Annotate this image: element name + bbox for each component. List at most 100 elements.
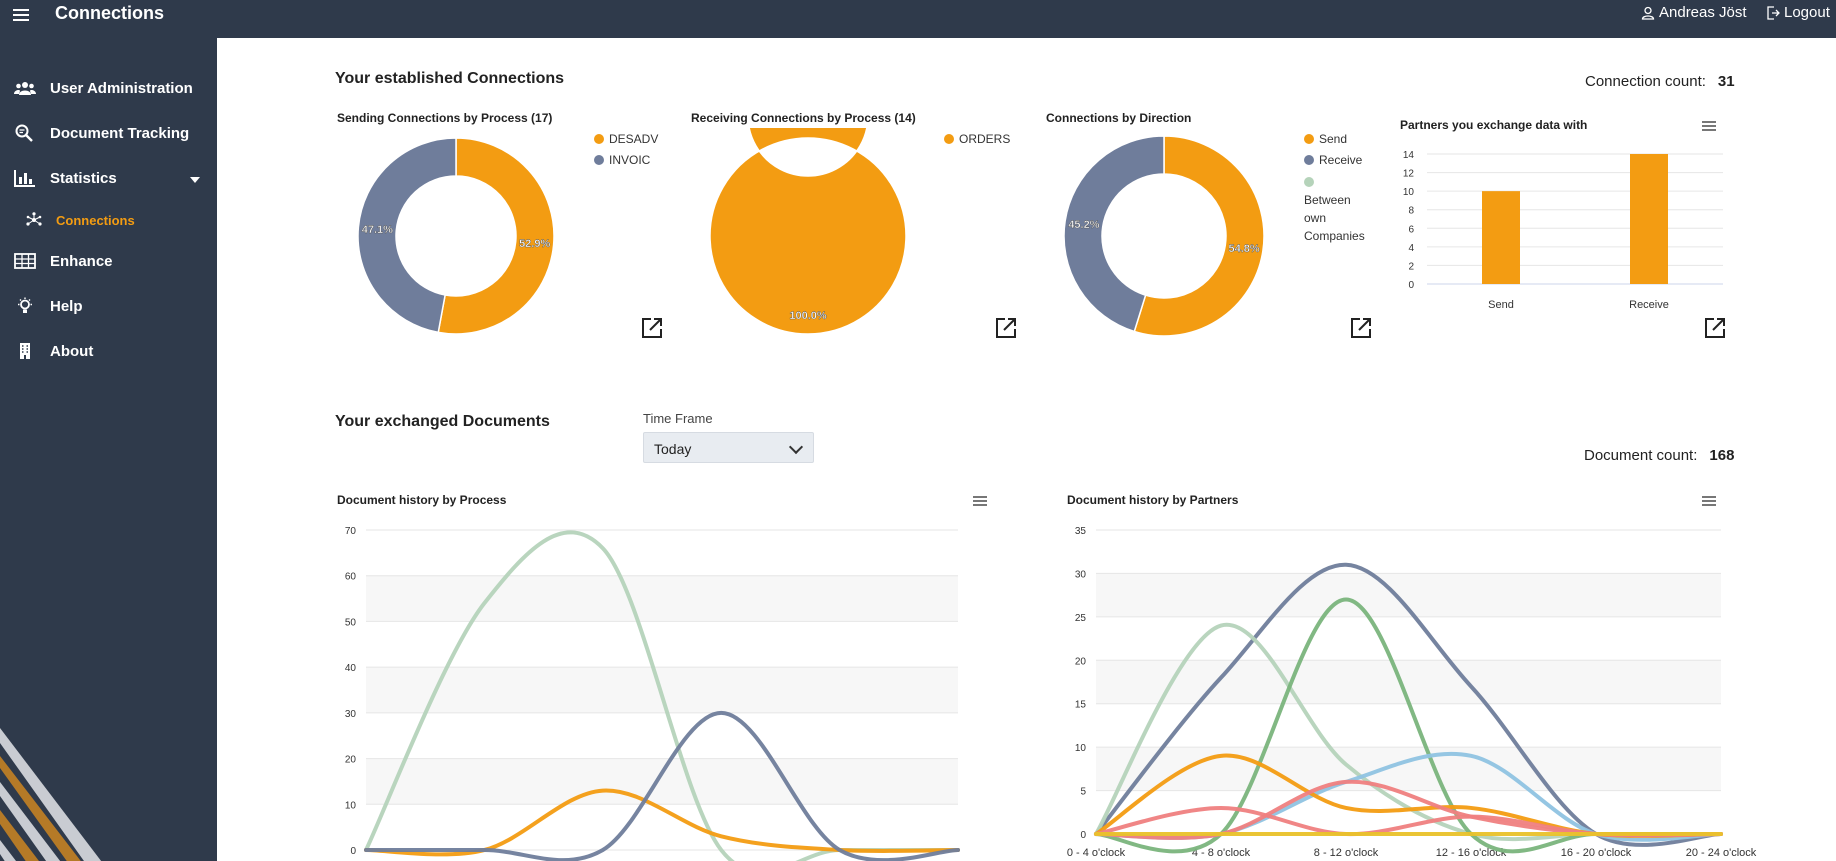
sidebar-item-enhance[interactable]: Enhance (14, 252, 113, 270)
timeframe-label: Time Frame (643, 411, 713, 426)
connection-count-label: Connection count: (1585, 73, 1706, 90)
plot-band (1096, 747, 1721, 791)
sidebar: User Administration Document Tracking St… (0, 38, 217, 861)
y-tick-label: 4 (1408, 243, 1414, 254)
direction-legend: Send Receive Between own Companies (1304, 129, 1365, 245)
open-external-icon[interactable] (640, 316, 664, 340)
legend-item-between-own-companies[interactable]: Between own Companies (1304, 171, 1365, 245)
open-external-icon[interactable] (1703, 316, 1727, 340)
series-line-7[interactable] (1094, 805, 1723, 838)
partners-title: Partners you exchange data with (1400, 118, 1588, 132)
y-tick-label: 40 (345, 663, 357, 674)
y-tick-label: 60 (345, 572, 357, 583)
top-bar: Connections Andreas Jöst Logout (0, 0, 1836, 38)
legend-item-orders[interactable]: ORDERS (944, 129, 1010, 150)
receiving-legend: ORDERS (944, 129, 1010, 150)
series-line-3[interactable] (1094, 597, 1723, 854)
y-tick-label: 10 (1075, 743, 1087, 754)
sidebar-item-label: Document Tracking (50, 124, 190, 142)
chevron-down-icon[interactable] (190, 177, 200, 183)
document-search-icon (15, 124, 33, 142)
sidebar-item-statistics[interactable]: Statistics (14, 169, 117, 187)
pie-data-label: 47.1% (362, 224, 393, 236)
bar-receive[interactable] (1630, 154, 1668, 284)
y-tick-label: 5 (1080, 787, 1086, 798)
y-tick-label: 30 (345, 709, 357, 720)
sidebar-item-help[interactable]: Help (14, 297, 83, 315)
open-external-icon[interactable] (994, 316, 1018, 340)
y-tick-label: 12 (1403, 169, 1415, 180)
pie-slice-orders[interactable] (709, 128, 907, 335)
sidebar-item-label: About (50, 342, 94, 360)
pie-slice-send[interactable] (1133, 135, 1265, 337)
sidebar-item-label: Statistics (50, 169, 117, 187)
decorative-stripes (0, 728, 102, 861)
series-line-3[interactable] (364, 710, 960, 861)
legend-label: Between own Companies (1304, 193, 1365, 243)
timeframe-select[interactable]: Today (643, 432, 814, 463)
sidebar-item-connections[interactable]: Connections (26, 212, 135, 228)
plot-band (366, 575, 958, 622)
x-tick-label: 20 - 24 o'clock (1686, 847, 1757, 859)
pie-slice-receive[interactable] (1063, 135, 1165, 333)
legend-label: Send (1319, 132, 1348, 146)
y-tick-label: 0 (1080, 830, 1086, 841)
document-count: Document count: 168 (1584, 447, 1734, 464)
connections-section-title: Your established Connections (335, 70, 565, 87)
pie-data-label: 45.2% (1068, 219, 1099, 231)
y-tick-label: 8 (1408, 206, 1414, 217)
x-tick-label: 8 - 12 o'clock (1314, 847, 1379, 859)
legend-item-invoic[interactable]: INVOIC (594, 150, 658, 171)
pie-slice-desadv[interactable] (437, 137, 555, 335)
chart-menu-icon[interactable] (973, 494, 987, 508)
user-name: Andreas Jöst (1659, 4, 1747, 21)
y-tick-label: 0 (350, 846, 356, 857)
logout-label: Logout (1784, 4, 1830, 21)
pie-data-label: 54.8% (1228, 243, 1259, 255)
y-tick-label: 0 (1408, 280, 1414, 291)
plot-band (1096, 660, 1721, 704)
page-title: Connections (55, 3, 165, 23)
table-icon (14, 253, 36, 269)
x-tick-label: 4 - 8 o'clock (1192, 847, 1251, 859)
chart-menu-icon[interactable] (1702, 119, 1716, 133)
plot-band (366, 758, 958, 805)
series-line-2[interactable] (1094, 622, 1723, 842)
legend-item-send[interactable]: Send (1304, 129, 1364, 150)
sidebar-item-about[interactable]: About (14, 342, 93, 360)
sidebar-item-document-tracking[interactable]: Document Tracking (14, 124, 189, 142)
connections-by-direction-title: Connections by Direction (1046, 111, 1192, 125)
user-menu[interactable]: Andreas Jöst (1641, 4, 1747, 21)
logout-button[interactable]: Logout (1766, 4, 1830, 21)
y-tick-label: 50 (345, 617, 357, 628)
y-tick-label: 30 (1075, 569, 1087, 580)
legend-label: INVOIC (609, 153, 651, 167)
legend-item-desadv[interactable]: DESADV (594, 129, 658, 150)
history-by-process-title: Document history by Process (337, 493, 507, 507)
sidebar-item-label: Enhance (50, 252, 113, 270)
y-tick-label: 70 (345, 526, 357, 537)
y-tick-label: 10 (1403, 187, 1415, 198)
sidebar-item-user-administration[interactable]: User Administration (14, 79, 193, 97)
y-tick-label: 10 (345, 800, 357, 811)
legend-label: ORDERS (959, 132, 1011, 146)
chart-menu-icon[interactable] (1702, 494, 1716, 508)
open-external-icon[interactable] (1349, 316, 1373, 340)
bar-send[interactable] (1482, 191, 1520, 284)
sidebar-item-label: User Administration (50, 79, 193, 97)
hamburger-menu-icon[interactable] (13, 6, 29, 22)
x-tick-label: Receive (1629, 299, 1669, 311)
pie-slice-invoic[interactable] (357, 137, 457, 334)
legend-item-receive[interactable]: Receive (1304, 150, 1364, 171)
network-icon (26, 212, 42, 226)
receiving-by-process-title: Receiving Connections by Process (14) (691, 111, 916, 125)
partners-bar-chart: 0 2 4 6 8 10 12 14 Send Receive (1403, 150, 1723, 311)
receiving-by-process-chart: 100.0% (709, 128, 907, 335)
y-tick-label: 15 (1075, 700, 1087, 711)
y-tick-label: 20 (345, 755, 357, 766)
timeframe-value: Today (654, 441, 692, 457)
history-by-partners-chart: 0 5 10 15 20 25 30 35 0 - 4 o'clock 4 - 8 o'clock… (1067, 526, 1757, 859)
document-count-value: 168 (1709, 447, 1735, 464)
chevron-down-icon (788, 439, 804, 455)
user-icon (1641, 6, 1655, 20)
